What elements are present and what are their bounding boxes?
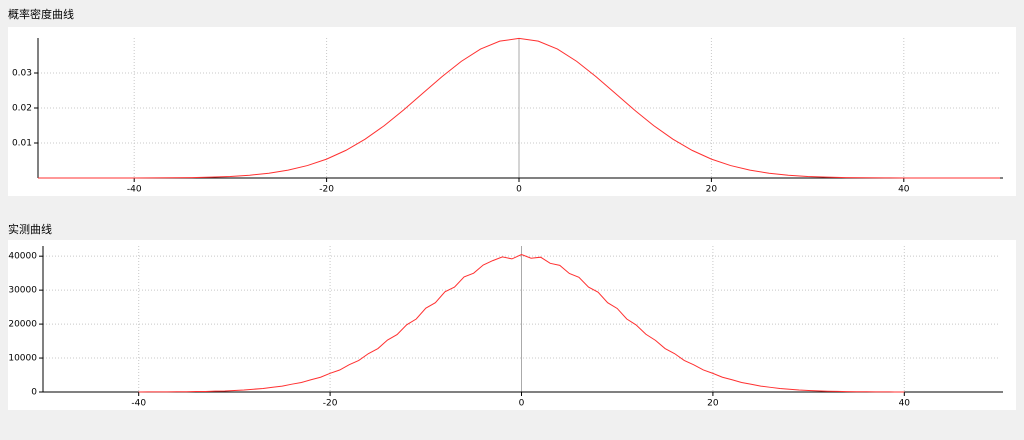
x-tick-label: -40 bbox=[127, 185, 142, 195]
chart-title: 实测曲线 bbox=[8, 222, 52, 236]
y-tick-label: 0 bbox=[31, 388, 37, 398]
x-tick-label: 40 bbox=[898, 185, 910, 195]
y-tick-label: 20000 bbox=[8, 320, 37, 330]
x-tick-label: 20 bbox=[707, 399, 719, 409]
y-tick-label: 10000 bbox=[8, 354, 37, 364]
x-tick-label: -20 bbox=[323, 399, 338, 409]
x-tick-label: -40 bbox=[131, 399, 146, 409]
y-tick-label: 40000 bbox=[8, 252, 37, 262]
x-tick-label: -20 bbox=[319, 185, 334, 195]
plot-panel bbox=[8, 27, 1016, 196]
data-line bbox=[138, 253, 905, 393]
x-tick-label: 20 bbox=[706, 185, 718, 195]
y-tick-label: 0.01 bbox=[12, 139, 32, 149]
data-line bbox=[38, 37, 1000, 179]
y-tick-label: 30000 bbox=[8, 286, 37, 296]
chart-title: 概率密度曲线 bbox=[8, 7, 74, 21]
x-tick-label: 40 bbox=[899, 399, 911, 409]
x-tick-label: 0 bbox=[516, 185, 522, 195]
y-tick-label: 0.03 bbox=[12, 69, 32, 79]
x-tick-label: 0 bbox=[519, 399, 525, 409]
y-tick-label: 0.02 bbox=[12, 104, 32, 114]
plot-panel bbox=[8, 240, 1016, 410]
